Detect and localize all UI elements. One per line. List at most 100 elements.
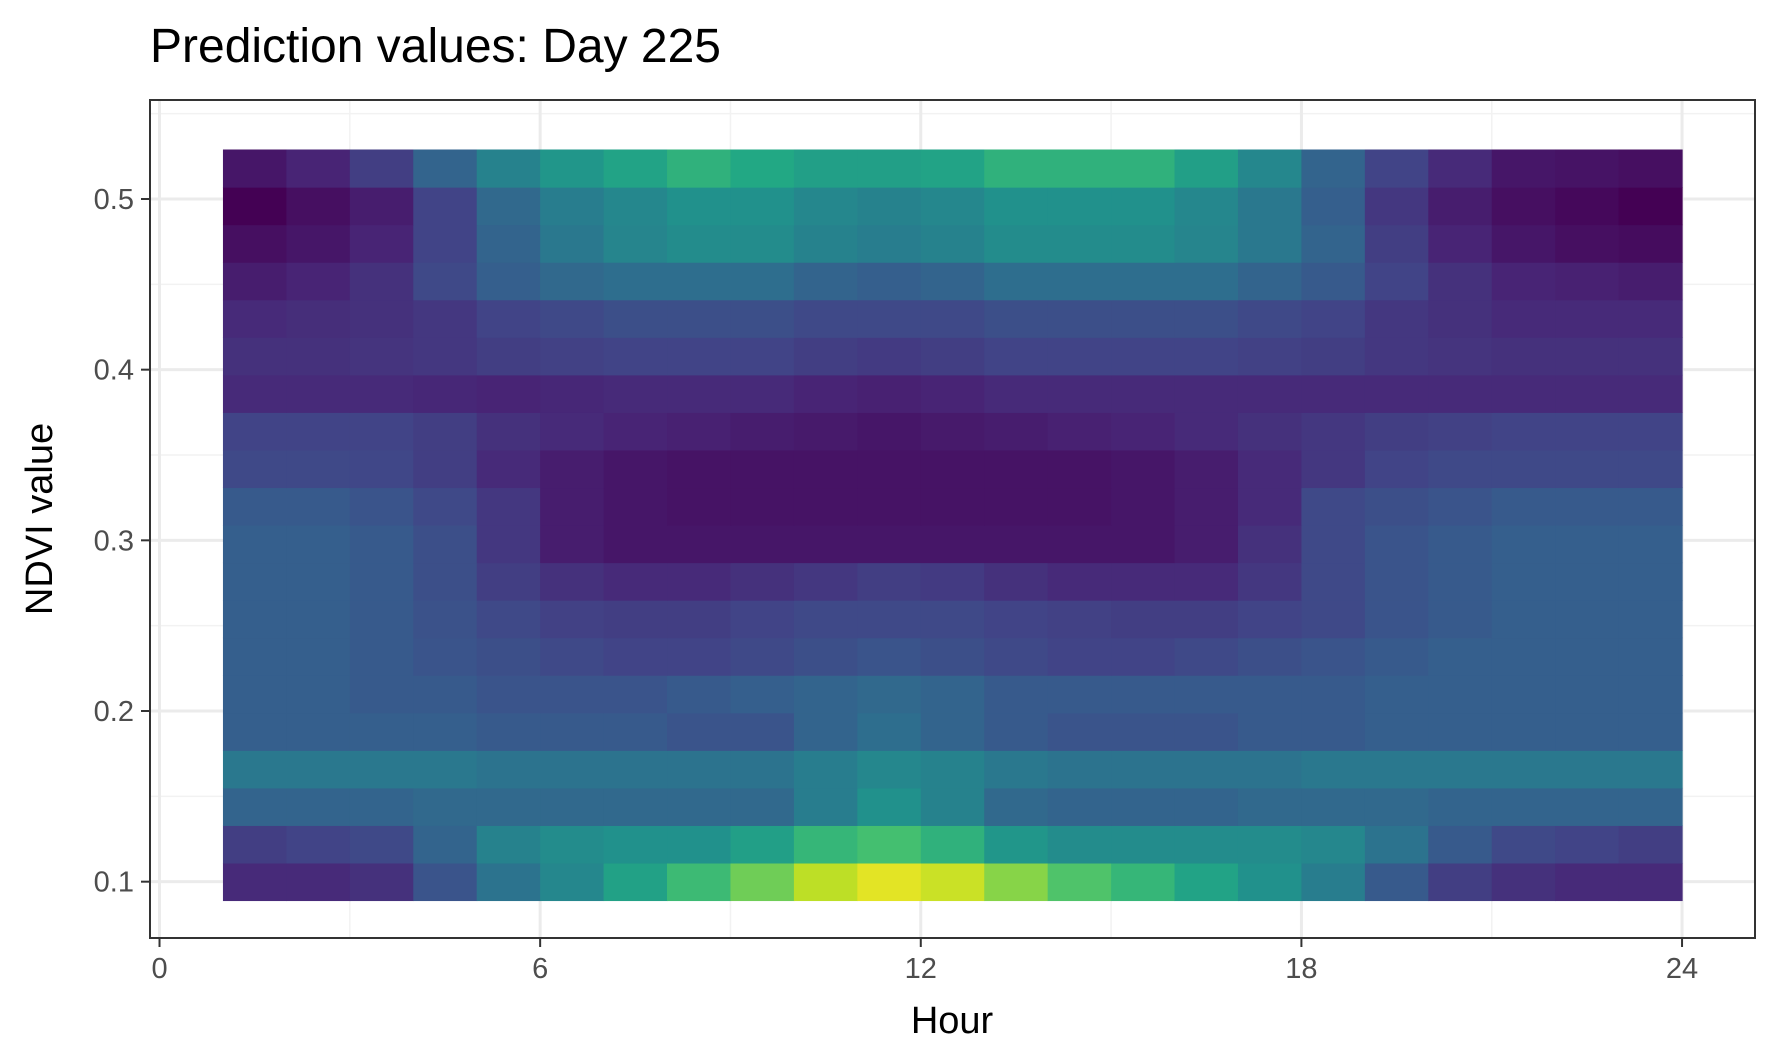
heatmap-tile [730, 862, 795, 902]
heatmap-tile [349, 825, 414, 864]
heatmap-tile [984, 487, 1049, 526]
heatmap-tile [1111, 224, 1176, 263]
heatmap-tile [1555, 750, 1620, 789]
heatmap-tile [1618, 675, 1683, 714]
heatmap-tile [1555, 712, 1620, 751]
heatmap-tile [1047, 787, 1112, 826]
heatmap-tile [286, 825, 351, 864]
heatmap-tile [1428, 187, 1493, 226]
heatmap-tile [1111, 600, 1176, 639]
heatmap-tile [540, 449, 605, 489]
heatmap-tile [540, 825, 605, 864]
heatmap-tile [1047, 637, 1112, 676]
heatmap-tile [1491, 149, 1556, 188]
heatmap-tile [857, 449, 922, 489]
heatmap-tile [1111, 299, 1176, 338]
heatmap-tile [413, 262, 478, 301]
heatmap-tile [540, 562, 605, 601]
heatmap-tile [667, 637, 732, 676]
heatmap-tile [1174, 412, 1239, 451]
heatmap-tile [920, 637, 985, 676]
heatmap-tile [1111, 825, 1176, 864]
heatmap-tile [1555, 224, 1620, 263]
y-tick-label: 0.2 [94, 696, 134, 728]
heatmap-tile [793, 825, 858, 864]
heatmap-tile [540, 149, 605, 188]
heatmap-tile [1491, 712, 1556, 751]
heatmap-tile [349, 262, 414, 301]
heatmap-tile [857, 374, 922, 413]
heatmap-tile [286, 187, 351, 226]
heatmap-tile [1618, 337, 1683, 376]
heatmap-tile [984, 374, 1049, 413]
heatmap-tile [1428, 712, 1493, 751]
heatmap-tile [413, 600, 478, 639]
heatmap-tile [1301, 337, 1366, 376]
heatmap-tile [1555, 562, 1620, 601]
heatmap-tile [1555, 637, 1620, 676]
heatmap-tile [920, 187, 985, 226]
heatmap-tile [1428, 562, 1493, 601]
heatmap-tile [349, 149, 414, 188]
heatmap-tile [1047, 562, 1112, 601]
heatmap-tile [1428, 862, 1493, 902]
heatmap-tile [667, 149, 732, 188]
heatmap-tile [793, 187, 858, 226]
heatmap-tile [1301, 149, 1366, 188]
heatmap-tile [1555, 187, 1620, 226]
heatmap-tile [286, 374, 351, 413]
heatmap-tile [730, 825, 795, 864]
y-tick-label: 0.3 [94, 525, 134, 557]
heatmap-tile [1618, 862, 1683, 902]
heatmap-tile [667, 675, 732, 714]
heatmap-tile [1111, 374, 1176, 413]
heatmap-tile [222, 487, 287, 526]
heatmap-tile [540, 412, 605, 451]
heatmap-tile [1555, 600, 1620, 639]
heatmap-tile [1555, 825, 1620, 864]
heatmap-tile [1174, 187, 1239, 226]
heatmap-tile [857, 299, 922, 338]
heatmap-tile [1237, 224, 1303, 263]
heatmap-tile [1428, 825, 1493, 864]
heatmap-tile [984, 224, 1049, 263]
heatmap-tile [857, 412, 922, 451]
heatmap-tile [1618, 600, 1683, 639]
heatmap-tile [984, 787, 1049, 826]
heatmap-tile [603, 299, 668, 338]
heatmap-tile [1491, 412, 1556, 451]
heatmap-tile [730, 187, 795, 226]
heatmap-tile [920, 487, 985, 526]
heatmap-tile [1174, 712, 1239, 751]
heatmap-tile [730, 675, 795, 714]
heatmap-tile [1428, 487, 1493, 526]
heatmap-tile [540, 224, 605, 263]
heatmap-tile [476, 299, 541, 338]
heatmap-tile [603, 750, 668, 789]
heatmap-tile [1237, 524, 1303, 564]
heatmap-tile [1174, 149, 1239, 188]
heatmap-tile [1047, 487, 1112, 526]
heatmap-tile [413, 149, 478, 188]
heatmap-tile [603, 712, 668, 751]
heatmap-tile [857, 862, 922, 902]
heatmap-tile [476, 637, 541, 676]
heatmap-tile [222, 600, 287, 639]
heatmap-tile [603, 224, 668, 263]
heatmap-tile [476, 487, 541, 526]
heatmap-tile [413, 637, 478, 676]
heatmap-tile [476, 149, 541, 188]
heatmap-tile [1618, 449, 1683, 489]
heatmap-tile [920, 224, 985, 263]
heatmap-tile [222, 449, 287, 489]
heatmap-tile [793, 449, 858, 489]
heatmap-tile [1174, 487, 1239, 526]
heatmap-tile [1047, 299, 1112, 338]
heatmap-tile [1364, 187, 1429, 226]
heatmap-tile [1428, 224, 1493, 263]
heatmap-tile [476, 412, 541, 451]
heatmap-tile [1237, 412, 1303, 451]
heatmap-tile [349, 299, 414, 338]
heatmap-tile [984, 712, 1049, 751]
heatmap-tile [476, 825, 541, 864]
